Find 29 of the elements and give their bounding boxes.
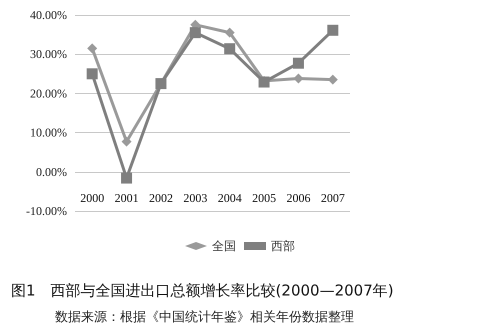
y-tick-label: 30.00% [30, 47, 67, 62]
point [293, 74, 304, 84]
source-note: 数据来源：根据《中国统计年鉴》相关年份数据整理 [55, 310, 354, 325]
point [327, 24, 338, 36]
y-tick-label: -10.00% [26, 204, 67, 218]
x-tick-label: 2005 [252, 191, 276, 205]
text: 图1 西部与全国进出口总额增长率比较(2000—2007年) [11, 282, 394, 300]
point [224, 28, 235, 38]
point [328, 74, 338, 85]
point [224, 43, 236, 54]
legend-label: 全国 [212, 239, 236, 253]
point [292, 58, 304, 69]
point [190, 27, 201, 38]
y-tick-label: 20.00% [30, 86, 67, 100]
y-tick-label: 40.00% [30, 8, 67, 22]
point [122, 136, 132, 147]
x-tick-label: 2007 [320, 191, 345, 205]
x-tick-label: 2003 [183, 191, 208, 205]
x-tick-label: 2004 [218, 191, 242, 205]
point [87, 43, 98, 54]
point [86, 68, 98, 80]
x-tick-label: 2001 [114, 191, 139, 205]
x-tick-label: 2000 [80, 191, 104, 205]
y-tick-label: 0.00% [36, 164, 67, 179]
y-tick-label: 10.00% [30, 126, 67, 140]
point [121, 172, 132, 184]
legend-label: 西部 [271, 239, 295, 253]
x-tick-label: 2002 [148, 191, 173, 205]
x-tick-label: 2006 [286, 191, 310, 205]
